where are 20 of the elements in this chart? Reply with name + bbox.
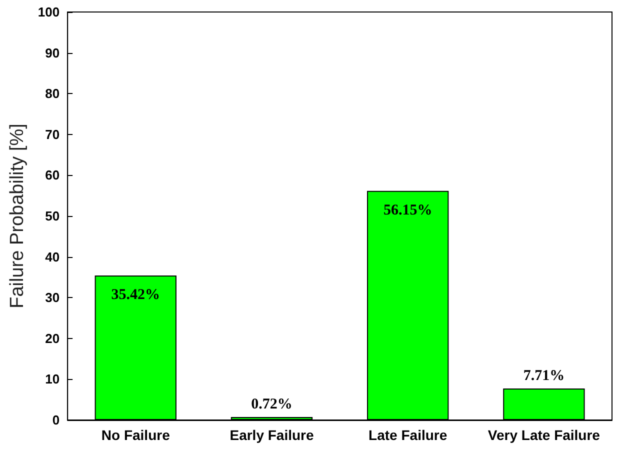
data-label: 35.42% [111,286,160,303]
y-tick-label: 20 [45,330,60,346]
y-tick-label: 10 [45,372,60,387]
y-tick-label: 0 [52,412,60,428]
x-tick-label: Very Late Failure [488,427,600,443]
x-tick-label: No Failure [101,427,170,443]
y-tick-label: 90 [45,45,60,60]
y-tick-label: 40 [45,249,60,264]
y-tick-label: 80 [45,86,60,102]
x-tick-label: Early Failure [230,427,314,443]
y-tick-label: 100 [38,4,60,20]
data-label: 7.71% [523,368,565,384]
data-label: 56.15% [383,202,432,218]
y-tick-label: 60 [45,168,60,183]
y-axis-title: Failure Probability [%] [7,124,28,308]
data-label: 0.72% [251,396,292,413]
y-tick-label: 70 [45,126,60,142]
y-tick-label: 50 [45,208,60,224]
x-tick-label: Late Failure [368,427,448,443]
y-tick-label: 30 [45,290,60,306]
